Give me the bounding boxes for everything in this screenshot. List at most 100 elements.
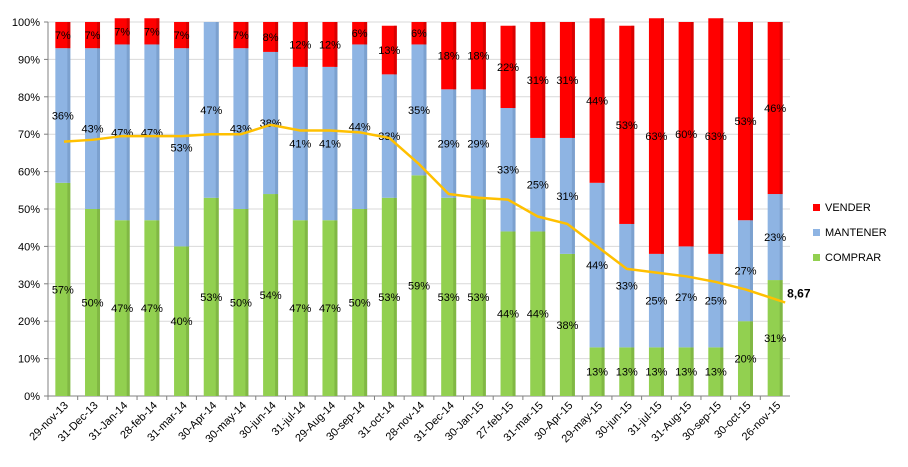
bar-segment-mantener bbox=[678, 246, 694, 348]
data-label-comprar: 47% bbox=[319, 303, 341, 315]
data-label-vender: 7% bbox=[85, 30, 101, 42]
bar-segment-shade bbox=[423, 44, 427, 176]
bar-segment-shade bbox=[423, 22, 427, 45]
bar-segment-shade bbox=[423, 175, 427, 396]
y-tick-label: 100% bbox=[12, 17, 40, 29]
bar-segment-comprar bbox=[263, 194, 279, 396]
trend-end-label: 8,67 bbox=[787, 287, 811, 301]
bar-segment-shade bbox=[156, 44, 160, 221]
bar-segment-vender bbox=[530, 22, 546, 138]
data-label-vender: 8% bbox=[263, 32, 279, 44]
bar-segment-shade bbox=[571, 253, 575, 396]
data-label-vender: 7% bbox=[144, 26, 160, 38]
y-tick-label: 80% bbox=[18, 92, 40, 104]
bar-segment-vender bbox=[708, 18, 724, 254]
bar-segment-vender bbox=[352, 22, 368, 45]
bar-segment-mantener bbox=[85, 48, 101, 210]
data-label-comprar: 53% bbox=[378, 292, 400, 304]
bar-segment-vender bbox=[619, 25, 635, 224]
data-label-comprar: 47% bbox=[141, 303, 163, 315]
legend-swatch-vender bbox=[813, 204, 820, 211]
data-label-mantener: 31% bbox=[556, 191, 578, 203]
bar-segment-shade bbox=[334, 220, 338, 396]
data-label-vender: 7% bbox=[233, 30, 249, 42]
data-label-mantener: 25% bbox=[645, 296, 667, 308]
bar-segment-vender bbox=[648, 18, 664, 254]
data-label-comprar: 53% bbox=[438, 292, 460, 304]
bar-segment-vender bbox=[55, 22, 71, 49]
bar-segment-comprar bbox=[174, 246, 190, 396]
bar-segment-vender bbox=[559, 22, 575, 138]
data-label-comprar: 50% bbox=[230, 298, 252, 310]
bar-segment-comprar bbox=[678, 347, 694, 396]
bar-segment-comprar bbox=[470, 197, 486, 396]
bar-segment-vender bbox=[263, 22, 279, 52]
bar-segment-vender bbox=[292, 22, 308, 67]
bar-segment-mantener bbox=[114, 44, 130, 221]
bar-segment-mantener bbox=[737, 220, 753, 322]
data-label-vender: 6% bbox=[352, 28, 368, 40]
data-label-vender: 60% bbox=[675, 129, 697, 141]
bar-segment-shade bbox=[720, 253, 724, 348]
bar-segment-shade bbox=[334, 66, 338, 221]
bar-segment-vender bbox=[470, 22, 486, 90]
y-tick-label: 10% bbox=[18, 354, 40, 366]
data-label-comprar: 44% bbox=[497, 309, 519, 321]
bar-segment-vender bbox=[322, 22, 338, 67]
bar-segment-shade bbox=[660, 253, 664, 348]
bar-segment-comprar bbox=[441, 197, 457, 396]
bar-segment-shade bbox=[601, 182, 605, 348]
y-tick-label: 30% bbox=[18, 279, 40, 291]
data-label-mantener: 27% bbox=[734, 266, 756, 278]
bar-segment-comprar bbox=[411, 175, 427, 396]
data-label-comprar: 13% bbox=[645, 367, 667, 379]
y-tick-label: 0% bbox=[24, 391, 40, 403]
bar-segment-shade bbox=[512, 231, 516, 396]
data-label-mantener: 44% bbox=[349, 122, 371, 134]
legend-label-vender: VENDER bbox=[825, 202, 871, 214]
bar-segment-shade bbox=[601, 18, 605, 183]
trend-line: 8,67 bbox=[63, 123, 811, 304]
data-label-vender: 6% bbox=[411, 28, 427, 40]
bar-segment-vender bbox=[85, 22, 101, 49]
bar-segment-comprar bbox=[648, 347, 664, 396]
bar-segment-shade bbox=[245, 22, 249, 49]
data-label-vender: 53% bbox=[616, 120, 638, 132]
bar-segment-shade bbox=[690, 347, 694, 396]
data-label-vender: 46% bbox=[764, 103, 786, 115]
data-label-comprar: 13% bbox=[616, 367, 638, 379]
bar-segment-comprar bbox=[619, 347, 635, 396]
data-label-comprar: 13% bbox=[675, 367, 697, 379]
bar-segment-shade bbox=[186, 246, 190, 396]
bar-segment-shade bbox=[275, 194, 279, 396]
data-label-vender: 53% bbox=[734, 116, 756, 128]
data-label-vender: 63% bbox=[705, 131, 727, 143]
bar-segment-comprar bbox=[381, 197, 397, 396]
legend-label-mantener: MANTENER bbox=[825, 227, 887, 239]
bar-segment-shade bbox=[304, 66, 308, 221]
legend-swatch-comprar bbox=[813, 254, 820, 261]
bar-segment-shade bbox=[334, 22, 338, 67]
bar-segment-comprar bbox=[589, 347, 605, 396]
bar-segment-shade bbox=[690, 246, 694, 348]
bar-segment-mantener bbox=[322, 66, 338, 221]
bar-segment-comprar bbox=[767, 280, 783, 396]
bar-segment-mantener bbox=[767, 194, 783, 281]
bar-segment-comprar bbox=[114, 220, 130, 396]
data-label-comprar: 20% bbox=[734, 354, 756, 366]
bar-segment-mantener bbox=[174, 48, 190, 247]
data-label-comprar: 53% bbox=[467, 292, 489, 304]
bar-segment-mantener bbox=[144, 44, 160, 221]
bar-segment-vender bbox=[678, 22, 694, 247]
data-label-comprar: 54% bbox=[260, 290, 282, 302]
bar-segment-shade bbox=[364, 44, 368, 209]
data-label-comprar: 31% bbox=[764, 333, 786, 345]
bar-segment-shade bbox=[186, 22, 190, 49]
data-label-mantener: 35% bbox=[408, 105, 430, 117]
bar-segment-comprar bbox=[144, 220, 160, 396]
bar-segment-vender bbox=[589, 18, 605, 183]
bar-segment-comprar bbox=[203, 197, 219, 396]
data-label-mantener: 25% bbox=[705, 296, 727, 308]
bar-segment-shade bbox=[571, 22, 575, 138]
y-axis-ticks: 0% 10% 20% 30% 40% 50% 60% 70% 80% 90% 100% bbox=[12, 17, 790, 403]
